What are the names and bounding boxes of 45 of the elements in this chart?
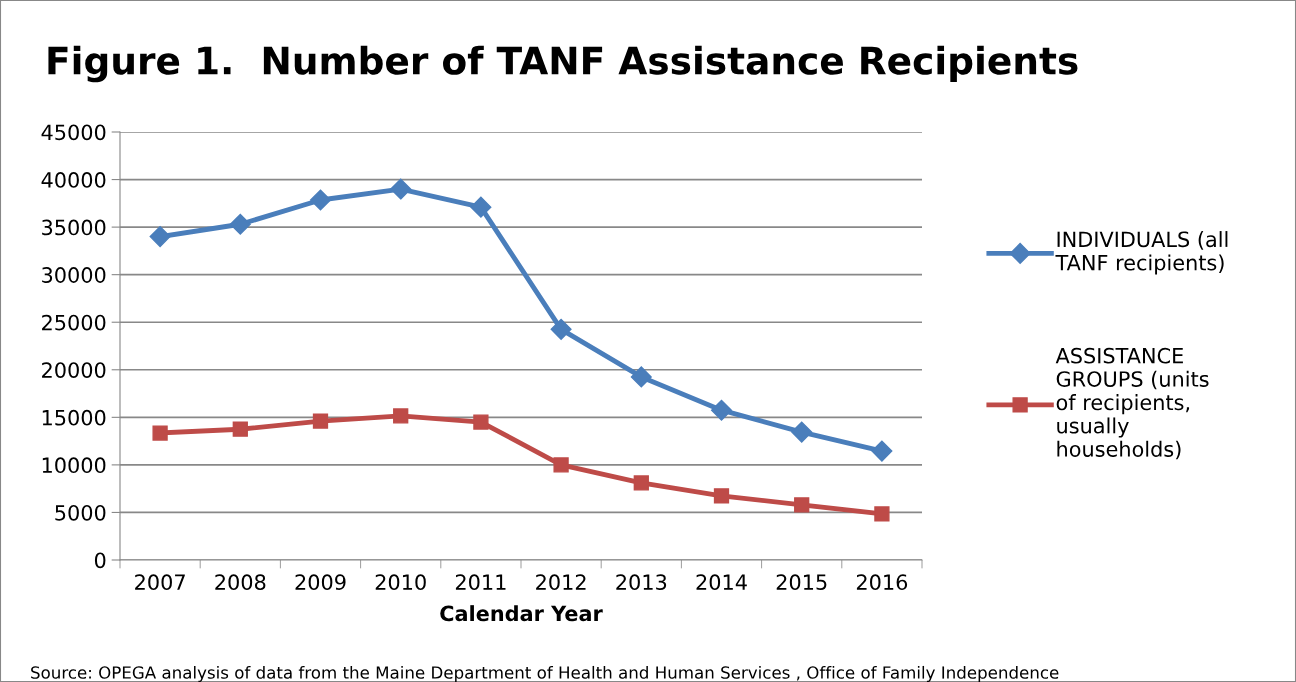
x-axis-title: Calendar Year [440, 605, 603, 622]
point [630, 366, 652, 388]
y-tick-label: 25000 [42, 314, 106, 331]
point [710, 399, 733, 421]
point [393, 408, 409, 424]
y-tick-label: 5000 [55, 504, 106, 521]
x-tick-label: 2009 [295, 574, 346, 591]
point [229, 213, 251, 235]
point [470, 196, 492, 218]
x-tick-label: 2016 [856, 574, 908, 591]
y-tick-label: 0 [94, 552, 106, 569]
y-tick-label: 10000 [42, 457, 106, 474]
point [312, 413, 329, 429]
y-tick-label: 30000 [42, 267, 106, 283]
x-tick-label: 2011 [455, 574, 506, 591]
point [794, 497, 810, 513]
source-note: Source: OPEGA analysis of data from the Maine Department of Health and Human Services , Office of Family Independence [31, 665, 1059, 682]
y-tick-label: 40000 [41, 172, 106, 188]
point [713, 488, 730, 504]
y-tick-label: 35000 [42, 219, 106, 236]
legend-label: ASSISTANCE GROUPS (units of recipients, usually households) [1055, 347, 1209, 460]
point [553, 457, 569, 473]
y-tick-label: 15000 [42, 409, 106, 426]
x-tick-label: 2008 [215, 574, 266, 591]
point [149, 226, 171, 248]
point [871, 440, 893, 462]
point [633, 475, 649, 491]
point [390, 178, 412, 200]
point [473, 414, 489, 430]
x-tick-label: 2014 [696, 574, 747, 591]
x-tick-label: 2007 [135, 574, 185, 591]
x-tick-label: 2015 [776, 574, 827, 591]
x-tick-label: 2010 [375, 574, 426, 591]
point [874, 506, 890, 522]
point [550, 318, 572, 340]
x-tick-label: 2012 [536, 574, 586, 591]
y-tick-label: 45000 [41, 124, 106, 141]
chart-title: Figure 1. Number of TANF Assistance Recipients [48, 45, 1078, 83]
point [791, 421, 813, 443]
legend-label: INDIVIDUALS (all TANF recipients) [1055, 231, 1228, 275]
point [232, 421, 248, 437]
y-tick-label: 20000 [42, 362, 106, 378]
point [309, 189, 332, 211]
x-tick-label: 2013 [616, 574, 667, 591]
point [152, 425, 168, 441]
